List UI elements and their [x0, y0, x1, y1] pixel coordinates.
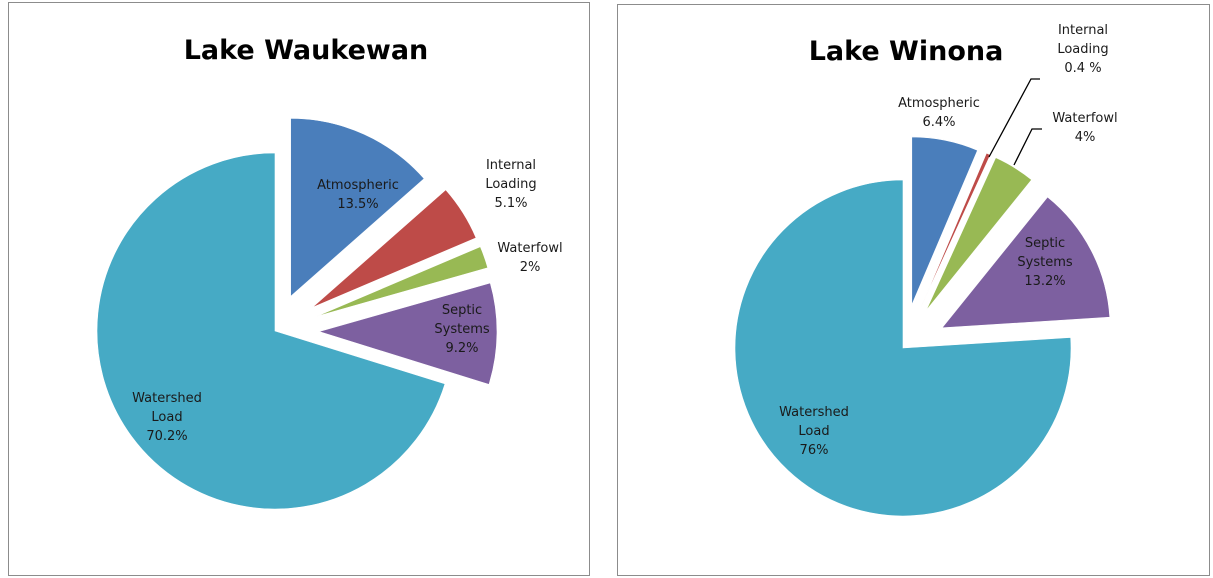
data-label-atmospheric: Atmospheric 13.5%	[317, 178, 399, 212]
label-leader-line	[988, 78, 1040, 158]
pie-slice-watershed-load	[96, 152, 446, 510]
chart-panel-lake-waukewan: Lake Waukewan Atmospheric 13.5% Internal Lo…	[8, 2, 590, 576]
data-label-septic-systems: Septic Systems 9.2%	[434, 303, 489, 356]
data-label-internal-loading: Internal Loading 5.1%	[485, 158, 536, 211]
pie-slice-internal-loading	[312, 189, 477, 308]
pie-slice-atmospheric	[290, 118, 425, 298]
pie-slice-waterfowl	[925, 157, 1032, 311]
label-leader-line	[1013, 128, 1042, 166]
data-label-septic-systems: Septic Systems 13.2%	[1017, 236, 1072, 289]
pie-slice-septic-systems	[317, 282, 498, 385]
data-label-waterfowl: Waterfowl 2%	[497, 241, 562, 275]
chart-panel-lake-winona: Lake Winona Atmospheric 6.4% Internal Loadi…	[617, 4, 1210, 576]
pie-slice-waterfowl	[316, 246, 489, 317]
data-label-waterfowl: Waterfowl 4%	[1052, 111, 1117, 145]
data-label-atmospheric: Atmospheric 6.4%	[898, 96, 980, 130]
pie-slice-atmospheric	[911, 136, 978, 306]
pie-slice-watershed-load	[734, 179, 1072, 517]
data-label-internal-loading: Internal Loading 0.4 %	[1057, 23, 1108, 76]
chart-title: Lake Waukewan	[184, 35, 429, 66]
pie-chart-lake-waukewan: Lake Waukewan Atmospheric 13.5% Internal Lo…	[96, 35, 563, 510]
pie-chart-lake-winona: Lake Winona Atmospheric 6.4% Internal Loadi…	[734, 23, 1118, 517]
data-label-watershed-load: Watershed Load 70.2%	[132, 391, 202, 444]
pie-slice-septic-systems	[941, 196, 1111, 329]
chart-title: Lake Winona	[809, 36, 1004, 67]
data-label-watershed-load: Watershed Load 76%	[779, 405, 849, 458]
